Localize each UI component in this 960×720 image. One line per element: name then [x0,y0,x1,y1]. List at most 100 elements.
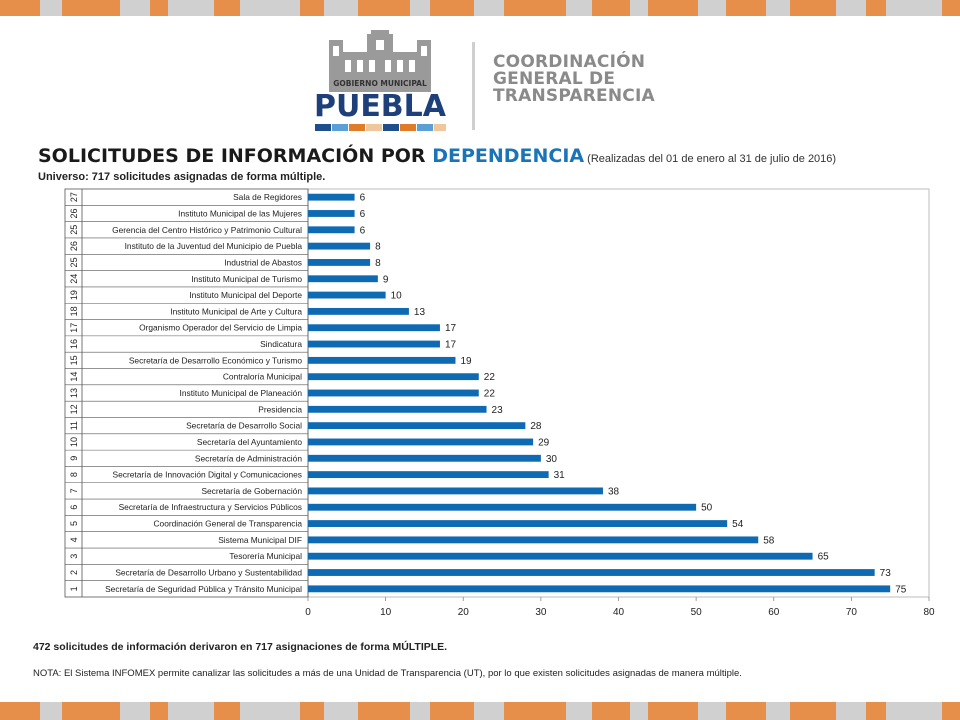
category-label: Secretaría de Innovación Digital y Comun… [113,470,302,480]
stripe-segment [648,0,698,16]
stripe-segment [324,0,358,16]
category-label: Instituto de la Juventud del Municipio d… [125,241,303,251]
bar [308,487,603,495]
x-tick-label: 80 [923,607,935,618]
bar-value-label: 17 [445,340,457,351]
stripe-segment [790,702,836,720]
bar [308,471,549,479]
top-decorative-stripe [0,0,960,16]
category-label: Instituto Municipal de Planeación [180,388,303,398]
bar-value-label: 75 [895,584,907,595]
category-rank-label: 13 [69,388,79,398]
category-label: Organismo Operador del Servicio de Limpi… [139,323,302,333]
category-label: Instituto Municipal de Arte y Cultura [170,306,302,316]
bar-value-label: 10 [391,291,403,302]
bar-value-label: 6 [360,193,366,204]
stripe-segment [698,702,726,720]
bar-value-label: 38 [608,486,620,497]
category-label: Secretaría de Desarrollo Social [186,421,302,431]
bar-value-label: 6 [360,209,366,220]
stripe-segment [726,0,766,16]
category-rank-label: 15 [69,355,79,365]
category-rank-label: 14 [69,372,79,382]
stripe-segment [726,702,766,720]
category-label: Presidencia [258,404,302,414]
stripe-segment [300,702,324,720]
stripe-segment [214,0,240,16]
bottom-decorative-stripe [0,702,960,720]
org-name: COORDINACIÓN GENERAL DE TRANSPARENCIA [493,54,655,105]
stripe-segment [410,702,430,720]
stripe-segment [240,702,300,720]
bar-value-label: 6 [360,225,366,236]
x-tick-label: 30 [535,607,547,618]
bar [308,422,526,430]
bar [308,552,813,560]
logo-color-strip [315,124,446,131]
category-label: Sistema Municipal DIF [218,535,302,545]
category-rank-label: 5 [69,521,79,526]
bar [308,520,728,527]
category-rank-label: 25 [69,257,79,267]
logo-divider [472,42,475,130]
bar-value-label: 28 [530,421,542,432]
stripe-segment [168,0,214,16]
category-label: Secretaría de Gobernación [201,486,302,496]
stripe-segment [324,702,358,720]
bar [308,569,875,576]
category-label: Industrial de Abastos [224,257,302,267]
stripe-segment [62,0,120,16]
stripe-segment [430,0,474,16]
category-rank-label: 12 [69,404,79,414]
stripe-segment [942,702,960,720]
stripe-segment [120,702,150,720]
chart-title: SOLICITUDES DE INFORMACIÓN POR DEPENDENC… [38,145,836,167]
bar-value-label: 13 [414,307,426,318]
bar [308,356,456,364]
stripe-segment [836,0,866,16]
category-rank-label: 2 [69,570,79,575]
stripe-segment [358,702,410,720]
bar-value-label: 50 [701,503,713,514]
stripe-segment [630,702,648,720]
title-date-range: (Realizadas del 01 de enero al 31 de jul… [584,153,837,165]
category-rank-label: 25 [69,225,79,235]
stripe-segment [474,702,504,720]
bar-value-label: 73 [880,568,892,579]
bar-value-label: 30 [546,454,558,465]
category-rank-label: 17 [69,323,79,333]
stripe-segment [358,0,410,16]
summary-text: 472 solicitudes de información derivaron… [33,641,448,653]
bar [308,307,409,315]
category-label: Instituto Municipal del Deporte [189,290,302,300]
bar-chart: 27 Sala de Regidores 626 Instituto Municipa… [64,188,935,618]
x-tick-label: 60 [768,607,780,618]
category-label: Secretaría del Ayuntamiento [197,437,302,447]
stripe-segment [630,0,648,16]
bar [308,438,534,446]
stripe-segment [566,702,592,720]
category-rank-label: 11 [69,421,79,430]
bar-value-label: 9 [383,274,389,285]
stripe-segment [648,702,698,720]
bar-value-label: 22 [484,372,496,383]
stripe-segment [240,0,300,16]
category-label: Secretaría de Desarrollo Urbano y Susten… [115,568,302,578]
puebla-logo: GOBIERNO MUNICIPAL PUEBLA [314,30,447,131]
category-label: Secretaría de Seguridad Pública y Tránsi… [105,584,302,594]
stripe-segment [886,0,942,16]
bar-value-label: 8 [375,242,381,253]
bar-value-label: 8 [375,258,381,269]
stripe-segment [0,702,40,720]
category-label: Instituto Municipal de las Mujeres [178,208,302,218]
bar [308,259,371,266]
category-rank-label: 3 [69,554,79,559]
x-tick-label: 10 [380,607,392,618]
stripe-segment [120,0,150,16]
bar [308,454,541,462]
category-label: Tesorería Municipal [229,551,302,561]
bar-value-label: 54 [732,519,744,530]
bar-value-label: 23 [492,405,504,416]
stripe-segment [886,702,942,720]
bar [308,585,891,593]
